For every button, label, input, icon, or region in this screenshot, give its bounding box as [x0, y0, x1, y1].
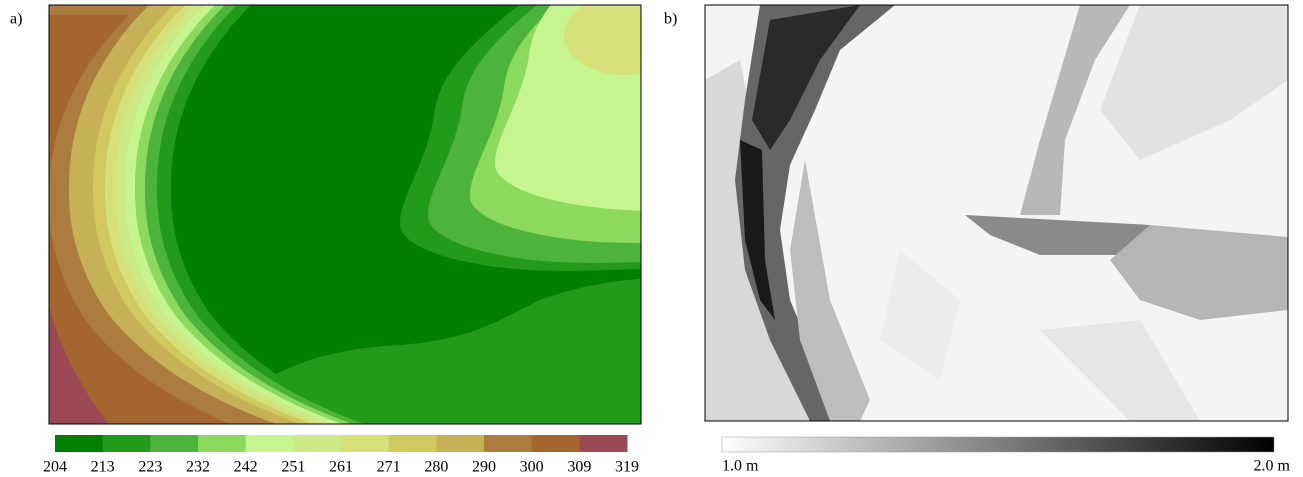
legend-swatch — [245, 435, 294, 452]
map-frame — [704, 4, 1289, 422]
legend-tick-label: 232 — [186, 459, 210, 476]
legend-swatch — [341, 435, 390, 452]
legend-tick-label: 280 — [424, 459, 448, 476]
elevation-map — [49, 5, 641, 424]
legend-tick-label: 319 — [615, 459, 639, 476]
difference-map — [705, 5, 1288, 421]
legend-swatch — [531, 435, 580, 452]
legend-tick-label: 204 — [43, 459, 67, 476]
legend-tick-label: 261 — [329, 459, 353, 476]
map-frame — [48, 4, 642, 425]
legend-swatch — [102, 435, 151, 452]
panel-label: a) — [10, 11, 22, 28]
panel-label: b) — [664, 11, 677, 28]
legend-swatch — [150, 435, 199, 452]
color-legend: 204 213 223 232 242 251 261 271 280 290 300 309 319 — [43, 435, 639, 476]
legend-tick-label: 309 — [567, 459, 591, 476]
legend-tick-label: 242 — [234, 459, 258, 476]
legend-max-label: 2.0 m — [1254, 458, 1291, 475]
legend-tick-label: 300 — [520, 459, 544, 476]
legend-swatch — [198, 435, 247, 452]
legend-swatch — [388, 435, 437, 452]
legend-tick-label: 290 — [472, 459, 496, 476]
legend-min-label: 1.0 m — [722, 458, 759, 475]
legend-swatch — [55, 435, 104, 452]
legend-swatch — [484, 435, 533, 452]
legend-tick-label: 271 — [377, 459, 401, 476]
legend-tick-label: 251 — [281, 459, 305, 476]
legend-swatch — [436, 435, 485, 452]
legend-swatch — [293, 435, 342, 452]
legend-tick-label: 223 — [138, 459, 162, 476]
legend-swatch — [579, 435, 628, 452]
gradient-legend — [721, 436, 1275, 453]
legend-tick-label: 213 — [91, 459, 115, 476]
